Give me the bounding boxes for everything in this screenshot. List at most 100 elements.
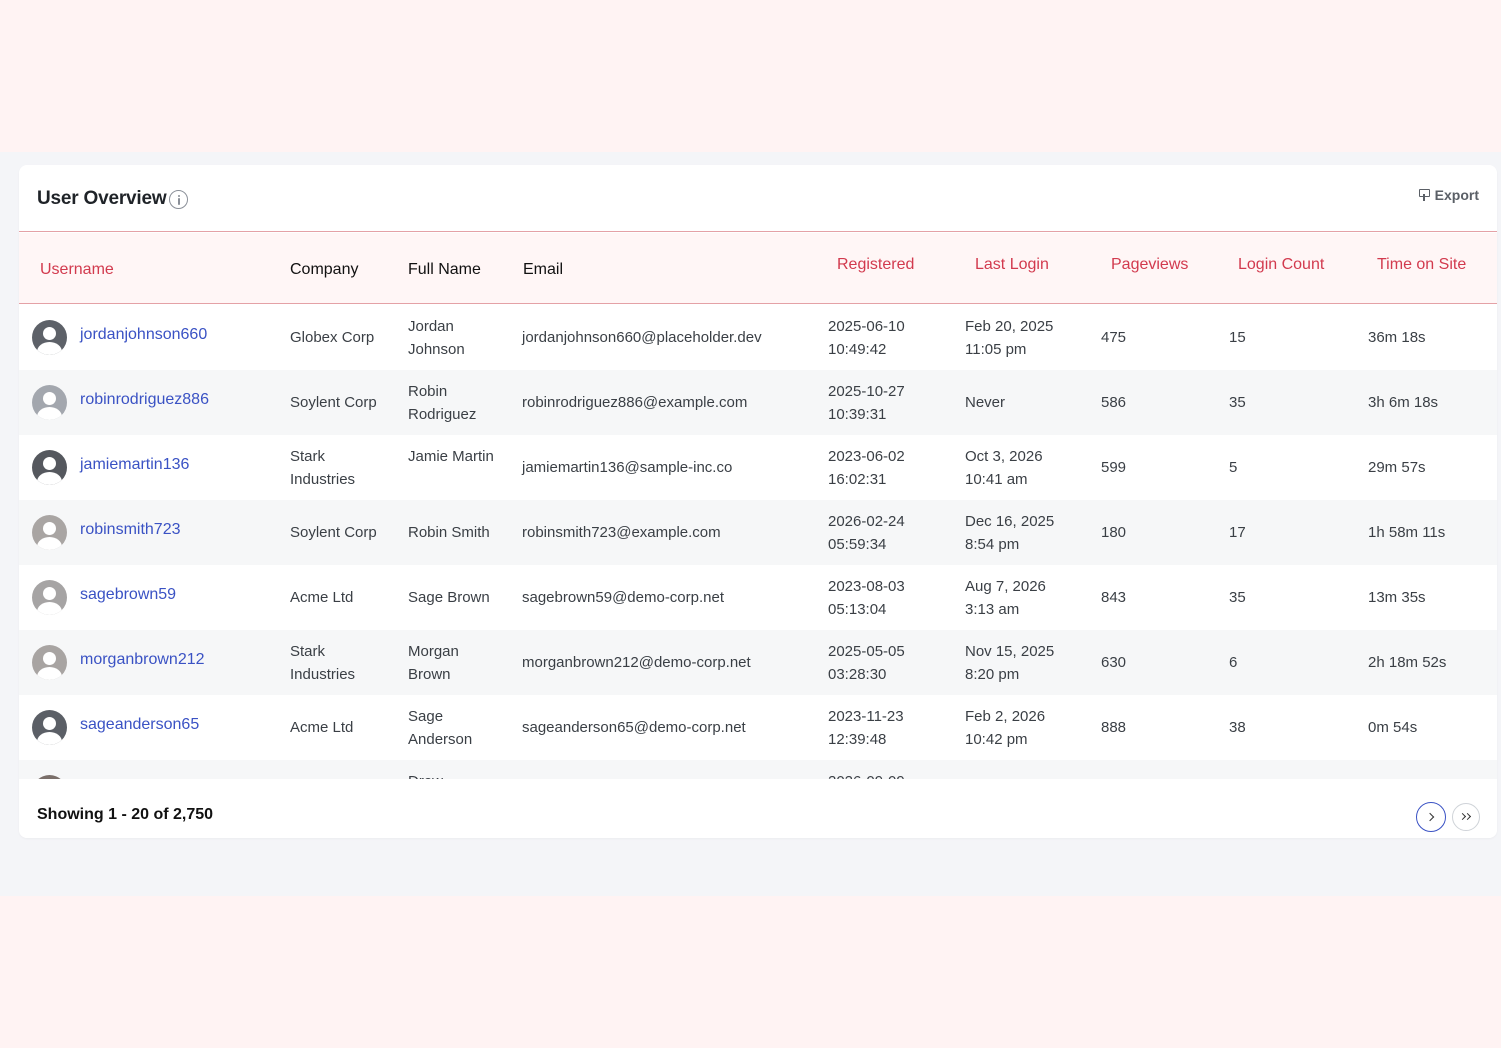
- col-login-count[interactable]: Login Count: [1238, 256, 1325, 273]
- avatar: [32, 775, 67, 779]
- email-cell: jordanjohnson660@placeholder.dev: [522, 329, 762, 346]
- pageviews-cell: 843: [1101, 589, 1127, 606]
- email-cell: robinrodriguez886@example.com: [522, 394, 748, 411]
- col-username[interactable]: Username: [40, 261, 114, 278]
- login-count-cell: 6: [1229, 654, 1238, 671]
- avatar: [32, 450, 67, 485]
- table-body: jordanjohnson660 Globex Corp Jordan John…: [19, 305, 1497, 779]
- time-on-site-cell: 36m 18s: [1368, 329, 1426, 346]
- full-name-cell: Drew: [408, 770, 503, 779]
- avatar: [32, 385, 67, 420]
- avatar: [32, 580, 67, 615]
- col-full-name: Full Name: [408, 261, 481, 278]
- registered-cell: 2023-11-23 12:39:48: [828, 708, 904, 748]
- company-cell: Soylent Corp: [290, 524, 377, 541]
- last-login-cell: Nov 15, 2025 8:20 pm: [965, 643, 1055, 683]
- time-on-site-cell: 3h 6m 18s: [1368, 394, 1439, 411]
- full-name-cell: Morgan Brown: [408, 643, 459, 683]
- full-name-cell: Jamie Martin: [408, 448, 494, 465]
- login-count-cell: 35: [1229, 589, 1246, 606]
- username-link[interactable]: sagebrown59: [80, 586, 177, 603]
- pageviews-cell: 180: [1101, 524, 1127, 541]
- export-label: Export: [1434, 187, 1479, 203]
- registered-cell: 2025-06-10 10:49:42: [828, 318, 905, 358]
- table-row: morganbrown212 Stark Industries Morgan B…: [19, 630, 1497, 695]
- username-link[interactable]: robinsmith723: [80, 521, 181, 538]
- chevron-right-icon: [1425, 812, 1435, 822]
- avatar: [32, 320, 67, 355]
- last-page-button[interactable]: [1452, 803, 1480, 831]
- username-link[interactable]: sageanderson65: [80, 716, 200, 733]
- pageviews-cell: 599: [1101, 459, 1127, 476]
- info-icon[interactable]: [169, 190, 188, 209]
- email-cell: sagebrown59@demo-corp.net: [522, 589, 725, 606]
- col-company: Company: [290, 261, 359, 278]
- col-last-login[interactable]: Last Login: [975, 256, 1049, 273]
- pageviews-cell: 475: [1101, 329, 1127, 346]
- login-count-cell: 17: [1229, 524, 1246, 541]
- login-count-cell: 5: [1229, 459, 1238, 476]
- company-cell: Stark Industries: [290, 643, 356, 683]
- last-login-cell: Never: [965, 394, 1006, 411]
- company-cell: Acme Ltd: [290, 589, 354, 606]
- pagination-summary: Showing 1 - 20 of 2,750: [37, 806, 214, 823]
- table-row: sagebrown59 Acme Ltd Sage Brown sagebrow…: [19, 565, 1497, 630]
- login-count-cell: 38: [1229, 719, 1246, 736]
- registered-cell: 2026-09-09: [828, 770, 928, 779]
- full-name-cell: Jordan Johnson: [408, 318, 465, 358]
- time-on-site-cell: 0m 54s: [1368, 719, 1418, 736]
- pageviews-cell: 888: [1101, 719, 1127, 736]
- login-count-cell: 35: [1229, 394, 1246, 411]
- time-on-site-cell: 29m 57s: [1368, 459, 1426, 476]
- registered-cell: 2025-05-05 03:28:30: [828, 643, 905, 683]
- card-title: User Overview: [37, 188, 167, 209]
- table-row: Drew 2026-09-09: [19, 760, 1497, 779]
- login-count-cell: 15: [1229, 329, 1246, 346]
- time-on-site-cell: 2h 18m 52s: [1368, 654, 1447, 671]
- full-name-cell: Robin Smith: [408, 524, 490, 541]
- last-login-cell: Dec 16, 2025 8:54 pm: [965, 513, 1055, 553]
- last-login-cell: Feb 20, 2025 11:05 pm: [965, 318, 1054, 358]
- username-link[interactable]: jordanjohnson660: [80, 326, 208, 343]
- last-login-cell: Aug 7, 2026 3:13 am: [965, 578, 1046, 618]
- registered-cell: 2023-08-03 05:13:04: [828, 578, 905, 618]
- last-login-cell: Feb 2, 2026 10:42 pm: [965, 708, 1046, 748]
- registered-cell: 2026-02-24 05:59:34: [828, 513, 905, 553]
- email-cell: morganbrown212@demo-corp.net: [522, 654, 751, 671]
- user-overview-card: User Overview Export Username Company Fu…: [19, 165, 1497, 838]
- table-row: jordanjohnson660 Globex Corp Jordan John…: [19, 305, 1497, 370]
- next-page-button[interactable]: [1416, 802, 1446, 832]
- company-cell: Acme Ltd: [290, 719, 354, 736]
- username-link[interactable]: morganbrown212: [80, 651, 205, 668]
- export-button[interactable]: Export: [1418, 187, 1479, 203]
- full-name-cell: Robin Rodriguez: [408, 383, 477, 423]
- col-email: Email: [523, 261, 564, 278]
- table-row: robinrodriguez886 Soylent Corp Robin Rod…: [19, 370, 1497, 435]
- pageviews-cell: 586: [1101, 394, 1127, 411]
- col-time-on-site[interactable]: Time on Site: [1377, 256, 1467, 273]
- col-pageviews[interactable]: Pageviews: [1111, 256, 1189, 273]
- company-cell: Globex Corp: [290, 329, 375, 346]
- username-link[interactable]: robinrodriguez886: [80, 391, 209, 408]
- full-name-cell: Sage Anderson: [408, 708, 473, 748]
- table-footer: Showing 1 - 20 of 2,750: [19, 779, 1497, 838]
- registered-cell: 2023-06-02 16:02:31: [828, 448, 905, 488]
- avatar: [32, 515, 67, 550]
- table-header: Username Company Full Name Email Registe…: [19, 233, 1497, 304]
- username-link[interactable]: jamiemartin136: [80, 456, 190, 473]
- table-row: jamiemartin136 Stark Industries Jamie Ma…: [19, 435, 1497, 500]
- card-header: User Overview Export: [19, 165, 1497, 232]
- table-row: sageanderson65 Acme Ltd Sage Anderson sa…: [19, 695, 1497, 760]
- col-registered[interactable]: Registered: [837, 256, 915, 273]
- avatar: [32, 645, 67, 680]
- last-login-cell: Oct 3, 2026 10:41 am: [965, 448, 1043, 488]
- email-cell: robinsmith723@example.com: [522, 524, 721, 541]
- export-icon: [1418, 188, 1430, 202]
- pageviews-cell: 630: [1101, 654, 1127, 671]
- time-on-site-cell: 13m 35s: [1368, 589, 1426, 606]
- avatar: [32, 710, 67, 745]
- registered-cell: 2025-10-27 10:39:31: [828, 383, 905, 423]
- email-cell: jamiemartin136@sample-inc.co: [522, 459, 733, 476]
- table-row: robinsmith723 Soylent Corp Robin Smith r…: [19, 500, 1497, 565]
- email-cell: sageanderson65@demo-corp.net: [522, 719, 746, 736]
